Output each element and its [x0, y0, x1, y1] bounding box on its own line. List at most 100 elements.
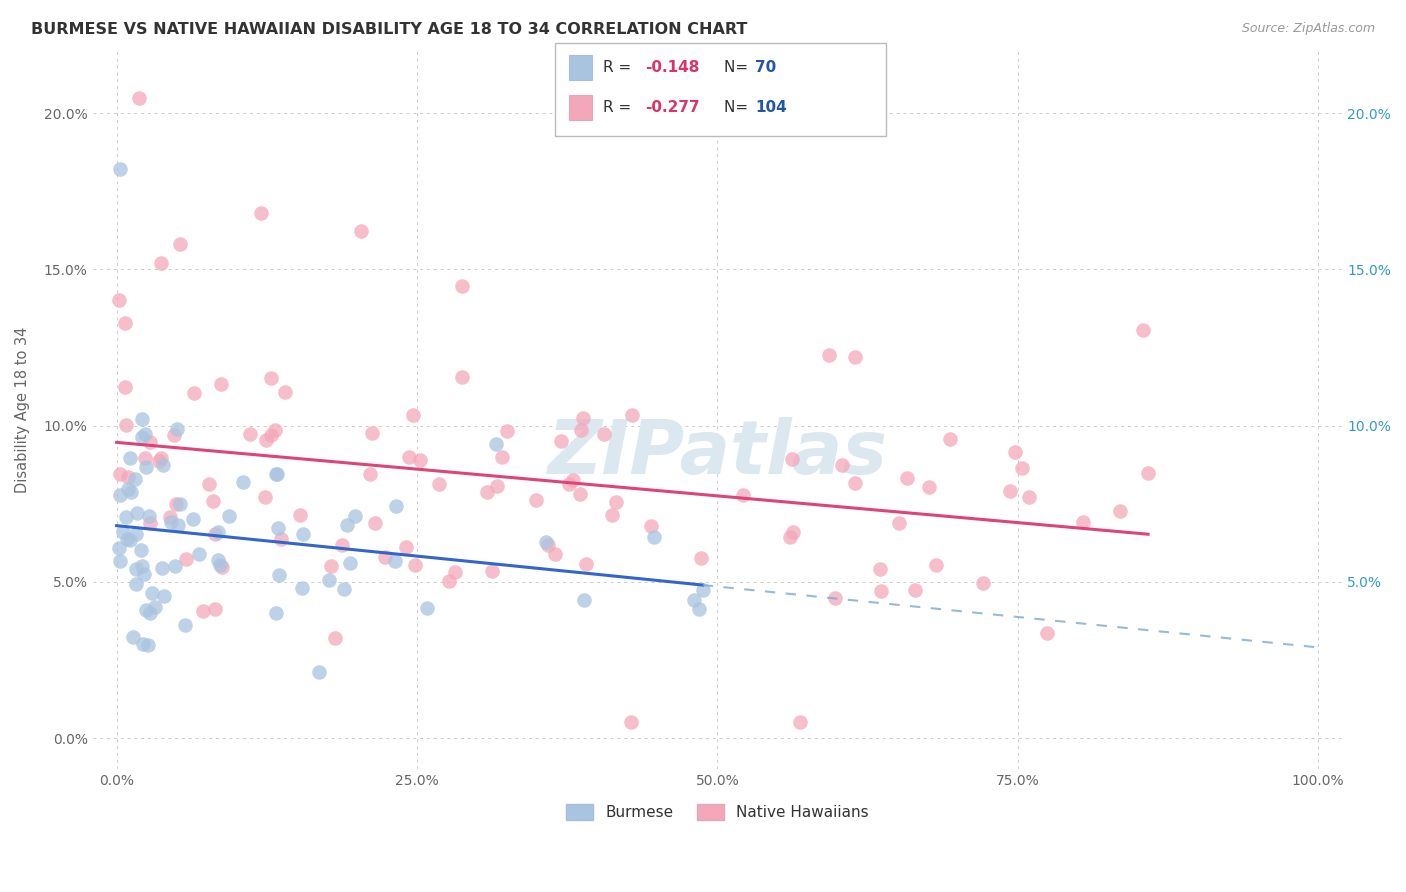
- Point: [398, 450, 420, 464]
- Point: [339, 557, 361, 571]
- Point: [640, 519, 662, 533]
- Point: [593, 427, 616, 442]
- Point: [108, 541, 131, 555]
- Point: [128, 90, 150, 104]
- Point: [125, 577, 148, 591]
- Point: [998, 484, 1021, 499]
- Point: [1132, 323, 1154, 337]
- Point: [427, 477, 450, 491]
- Point: [544, 547, 567, 561]
- Point: [114, 316, 136, 330]
- Point: [308, 665, 330, 679]
- Point: [270, 532, 292, 546]
- Point: [904, 583, 927, 598]
- Point: [153, 589, 176, 603]
- Point: [550, 434, 572, 448]
- Point: [689, 550, 711, 565]
- Point: [537, 538, 560, 552]
- Point: [149, 256, 172, 270]
- Point: [475, 484, 498, 499]
- Point: [174, 618, 197, 632]
- Point: [562, 473, 585, 487]
- Point: [444, 566, 467, 580]
- Point: [572, 411, 595, 425]
- Point: [202, 494, 225, 508]
- Point: [526, 493, 548, 508]
- Point: [111, 524, 134, 539]
- Point: [209, 376, 232, 391]
- Point: [159, 509, 181, 524]
- Point: [150, 560, 173, 574]
- Point: [204, 526, 226, 541]
- Point: [266, 467, 288, 482]
- Point: [114, 380, 136, 394]
- Point: [575, 558, 598, 572]
- Point: [166, 422, 188, 436]
- Point: [824, 591, 846, 606]
- Point: [269, 567, 291, 582]
- Point: [1073, 515, 1095, 529]
- Text: N=: N=: [724, 100, 754, 114]
- Point: [1011, 461, 1033, 475]
- Point: [167, 518, 190, 533]
- Point: [152, 458, 174, 472]
- Point: [138, 508, 160, 523]
- Point: [121, 630, 143, 644]
- Point: [118, 451, 141, 466]
- Point: [384, 554, 406, 568]
- Point: [621, 409, 644, 423]
- Point: [917, 480, 939, 494]
- Point: [125, 506, 148, 520]
- Point: [323, 632, 346, 646]
- Point: [108, 467, 131, 482]
- Text: -0.277: -0.277: [645, 100, 700, 114]
- Point: [163, 428, 186, 442]
- Point: [416, 601, 439, 615]
- Point: [869, 562, 891, 576]
- Point: [169, 497, 191, 511]
- Point: [136, 639, 159, 653]
- Point: [605, 495, 627, 509]
- Point: [132, 567, 155, 582]
- Point: [534, 535, 557, 549]
- Point: [1109, 504, 1132, 518]
- Point: [254, 490, 277, 504]
- Point: [148, 454, 170, 468]
- Point: [115, 532, 138, 546]
- Point: [491, 450, 513, 464]
- Point: [134, 427, 156, 442]
- Point: [183, 386, 205, 401]
- Point: [159, 515, 181, 529]
- Point: [939, 432, 962, 446]
- Point: [844, 476, 866, 491]
- Point: [602, 508, 624, 522]
- Point: [831, 458, 853, 473]
- Point: [336, 517, 359, 532]
- Point: [250, 206, 273, 220]
- Point: [266, 467, 288, 481]
- Point: [485, 479, 508, 493]
- Point: [120, 533, 142, 548]
- Text: BURMESE VS NATIVE HAWAIIAN DISABILITY AGE 18 TO 34 CORRELATION CHART: BURMESE VS NATIVE HAWAIIAN DISABILITY AG…: [31, 22, 748, 37]
- Point: [131, 430, 153, 444]
- Point: [569, 487, 592, 501]
- Point: [131, 559, 153, 574]
- Point: [363, 516, 385, 530]
- Point: [139, 606, 162, 620]
- Point: [972, 576, 994, 591]
- Point: [692, 583, 714, 598]
- Text: 70: 70: [755, 61, 776, 75]
- Text: R =: R =: [603, 61, 637, 75]
- Text: -0.148: -0.148: [645, 61, 700, 75]
- Point: [291, 527, 314, 541]
- Point: [139, 516, 162, 530]
- Point: [108, 553, 131, 567]
- Point: [117, 483, 139, 497]
- Point: [260, 428, 283, 442]
- Point: [569, 423, 592, 437]
- Point: [135, 459, 157, 474]
- Point: [163, 558, 186, 573]
- Point: [887, 516, 910, 530]
- Point: [132, 637, 155, 651]
- Point: [361, 425, 384, 440]
